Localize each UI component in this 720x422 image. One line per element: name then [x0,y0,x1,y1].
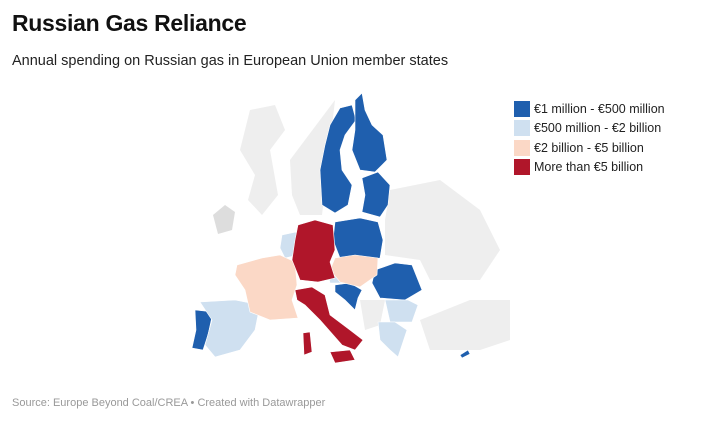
non-eu-east [385,180,500,280]
country-sicily [329,349,356,364]
page-title: Russian Gas Reliance [12,10,247,36]
country-sardinia [302,331,313,356]
legend-label: €500 million - €2 billion [534,121,662,136]
legend-item: €1 million - €500 million [514,99,665,119]
non-eu-uk [240,105,285,215]
non-eu-ireland [213,205,235,234]
country-finland [351,92,388,173]
country-greece [377,321,408,358]
legend-item: €2 billion - €5 billion [514,138,665,158]
non-eu-turkey [420,300,510,350]
country-italy [294,286,364,351]
legend-swatch [514,120,530,137]
legend-label: €2 billion - €5 billion [534,140,644,155]
country-cyprus [459,349,471,359]
country-croatia-slovenia [334,282,363,311]
country-romania [371,262,423,301]
country-sweden [319,104,357,214]
source-note: Source: Europe Beyond Coal/CREA • Create… [12,397,326,409]
country-baltics [361,171,391,218]
legend: €1 million - €500 million €500 million -… [514,99,665,177]
subtitle: Annual spending on Russian gas in Europe… [12,53,449,69]
country-germany [291,219,336,283]
legend-item: €500 million - €2 billion [514,119,665,139]
legend-item: More than €5 billion [514,158,665,178]
country-bulgaria [384,299,419,323]
legend-label: €1 million - €500 million [534,101,665,116]
legend-swatch [514,139,530,156]
legend-swatch [514,100,530,117]
country-spain [199,299,261,358]
legend-swatch [514,159,530,176]
country-france [234,254,299,321]
non-eu-background [240,100,510,350]
legend-label: More than €5 billion [534,160,644,175]
country-poland [332,217,384,263]
